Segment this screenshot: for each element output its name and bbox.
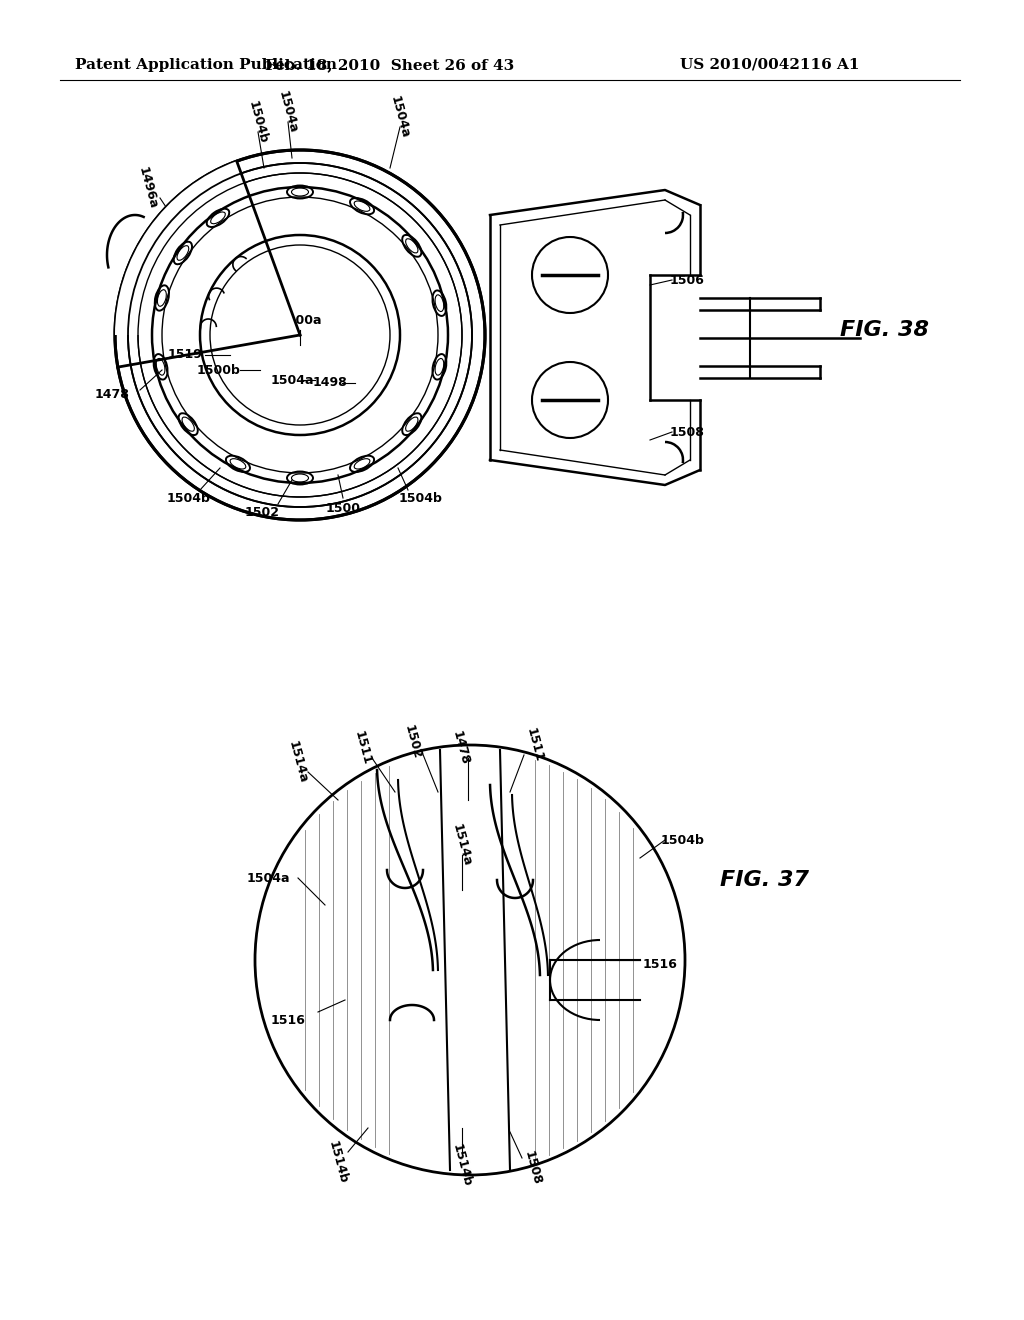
Text: 1504a: 1504a: [270, 374, 313, 387]
Text: 1504a: 1504a: [276, 90, 300, 135]
Text: 1506: 1506: [670, 273, 705, 286]
Text: 1504b: 1504b: [398, 491, 442, 504]
Text: 1504b: 1504b: [166, 491, 210, 504]
Text: 1519: 1519: [168, 348, 203, 362]
Text: FIG. 37: FIG. 37: [720, 870, 809, 890]
Text: FIG. 38: FIG. 38: [840, 319, 929, 341]
Text: 1511: 1511: [351, 730, 373, 767]
Text: 1504b: 1504b: [246, 99, 270, 145]
Text: 1502: 1502: [245, 506, 280, 519]
Text: US 2010/0042116 A1: US 2010/0042116 A1: [680, 58, 859, 73]
Text: 1514b: 1514b: [450, 1142, 474, 1188]
Text: 1516: 1516: [643, 958, 678, 972]
Text: 1504b: 1504b: [660, 833, 703, 846]
Text: Patent Application Publication: Patent Application Publication: [75, 58, 337, 73]
Text: Feb. 18, 2010  Sheet 26 of 43: Feb. 18, 2010 Sheet 26 of 43: [265, 58, 515, 73]
Text: 1502: 1502: [401, 723, 423, 760]
Text: 1511: 1511: [523, 726, 545, 763]
Text: 1514a: 1514a: [286, 739, 310, 784]
Text: 1478: 1478: [94, 388, 129, 401]
Text: 1504a: 1504a: [246, 871, 290, 884]
Text: 1514b: 1514b: [326, 1139, 350, 1185]
Text: 1504a: 1504a: [388, 94, 412, 140]
Text: 1498: 1498: [312, 376, 347, 389]
Text: 1508: 1508: [670, 425, 705, 438]
Text: 1500: 1500: [326, 502, 360, 515]
Text: 1508: 1508: [521, 1150, 543, 1187]
Text: 1516: 1516: [270, 1014, 305, 1027]
Text: 1514a: 1514a: [451, 822, 474, 867]
Text: 1500b: 1500b: [196, 363, 240, 376]
Text: 1496a: 1496a: [136, 165, 160, 211]
Wedge shape: [115, 161, 300, 335]
Text: 1478: 1478: [450, 730, 471, 767]
Text: 1500a: 1500a: [279, 314, 322, 326]
